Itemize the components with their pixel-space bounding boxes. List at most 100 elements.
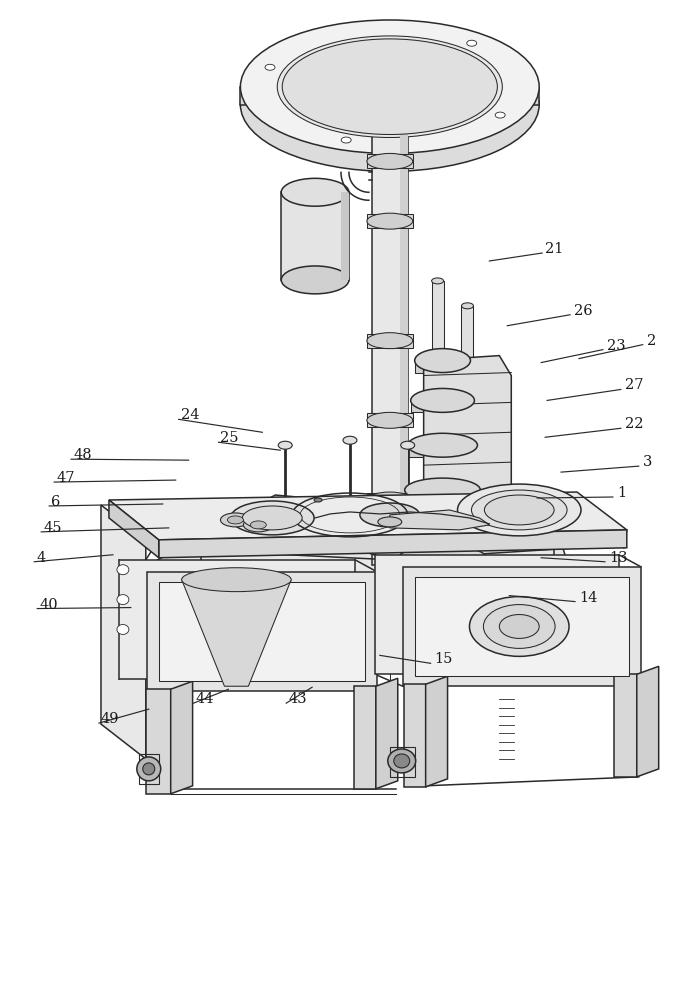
Polygon shape <box>375 555 619 674</box>
Text: 22: 22 <box>625 417 643 431</box>
Polygon shape <box>403 567 640 686</box>
Polygon shape <box>109 500 158 558</box>
Polygon shape <box>614 674 637 777</box>
Ellipse shape <box>458 484 581 536</box>
Polygon shape <box>240 87 539 105</box>
Ellipse shape <box>137 757 160 781</box>
Ellipse shape <box>281 266 349 294</box>
Polygon shape <box>147 572 377 691</box>
Text: 45: 45 <box>43 521 62 535</box>
Ellipse shape <box>466 40 477 46</box>
Polygon shape <box>354 686 376 789</box>
Text: 21: 21 <box>545 242 563 256</box>
Ellipse shape <box>282 39 498 135</box>
Polygon shape <box>376 678 398 789</box>
Ellipse shape <box>281 178 349 206</box>
Ellipse shape <box>388 749 416 773</box>
Ellipse shape <box>483 605 555 648</box>
Ellipse shape <box>367 412 413 428</box>
Polygon shape <box>424 356 511 540</box>
Ellipse shape <box>367 213 413 229</box>
Text: 15: 15 <box>435 652 453 666</box>
Ellipse shape <box>343 436 357 444</box>
Ellipse shape <box>117 624 129 634</box>
Polygon shape <box>146 689 171 794</box>
Ellipse shape <box>367 153 413 169</box>
Text: 14: 14 <box>579 591 597 605</box>
Ellipse shape <box>143 763 155 775</box>
Polygon shape <box>415 361 471 373</box>
Polygon shape <box>399 558 486 570</box>
Polygon shape <box>119 560 355 679</box>
Ellipse shape <box>117 595 129 605</box>
Polygon shape <box>403 684 426 787</box>
Ellipse shape <box>469 597 569 656</box>
Text: 6: 6 <box>51 495 60 509</box>
Polygon shape <box>158 530 627 558</box>
Text: 26: 26 <box>574 304 592 318</box>
Ellipse shape <box>360 503 420 527</box>
Text: 48: 48 <box>73 448 91 462</box>
Ellipse shape <box>240 20 539 153</box>
Polygon shape <box>101 505 146 759</box>
Ellipse shape <box>240 38 539 171</box>
Ellipse shape <box>403 518 483 542</box>
Ellipse shape <box>278 36 502 137</box>
Ellipse shape <box>432 278 443 284</box>
Ellipse shape <box>117 565 129 575</box>
Ellipse shape <box>415 349 471 373</box>
Ellipse shape <box>230 501 314 535</box>
Polygon shape <box>131 495 579 600</box>
Text: 13: 13 <box>609 551 628 565</box>
Polygon shape <box>109 492 627 540</box>
Polygon shape <box>281 192 349 280</box>
Polygon shape <box>171 681 192 794</box>
Polygon shape <box>372 107 408 565</box>
Text: 43: 43 <box>288 692 307 706</box>
Ellipse shape <box>378 517 401 527</box>
Ellipse shape <box>221 513 250 527</box>
Polygon shape <box>181 580 291 686</box>
Text: 4: 4 <box>37 551 45 565</box>
Polygon shape <box>367 154 413 168</box>
Polygon shape <box>367 493 413 507</box>
Ellipse shape <box>181 568 291 592</box>
Polygon shape <box>367 214 413 228</box>
Text: 47: 47 <box>56 471 74 485</box>
Text: 40: 40 <box>39 598 58 612</box>
Polygon shape <box>415 577 629 676</box>
Polygon shape <box>367 334 413 348</box>
Text: 1: 1 <box>617 486 626 500</box>
Polygon shape <box>405 490 481 502</box>
Polygon shape <box>637 666 659 777</box>
Text: 25: 25 <box>221 431 239 445</box>
Ellipse shape <box>471 490 567 530</box>
Ellipse shape <box>485 495 554 525</box>
Ellipse shape <box>495 112 505 118</box>
Text: 49: 49 <box>101 712 119 726</box>
Text: 23: 23 <box>607 339 626 353</box>
Ellipse shape <box>242 506 302 530</box>
Polygon shape <box>403 530 483 542</box>
Ellipse shape <box>408 433 477 457</box>
Text: 24: 24 <box>181 408 199 422</box>
Text: 2: 2 <box>647 334 656 348</box>
Polygon shape <box>462 306 473 570</box>
Ellipse shape <box>399 546 486 570</box>
Polygon shape <box>432 281 443 570</box>
Ellipse shape <box>500 615 539 638</box>
Text: 44: 44 <box>196 692 214 706</box>
Ellipse shape <box>462 303 473 309</box>
Ellipse shape <box>367 492 413 508</box>
Text: 3: 3 <box>642 455 652 469</box>
Ellipse shape <box>341 137 351 143</box>
Ellipse shape <box>244 518 274 532</box>
Polygon shape <box>341 192 349 280</box>
Text: 27: 27 <box>625 378 643 392</box>
Polygon shape <box>408 445 477 457</box>
Ellipse shape <box>405 478 481 502</box>
Polygon shape <box>390 510 489 530</box>
Ellipse shape <box>367 333 413 349</box>
Ellipse shape <box>401 441 415 449</box>
Ellipse shape <box>394 754 410 768</box>
